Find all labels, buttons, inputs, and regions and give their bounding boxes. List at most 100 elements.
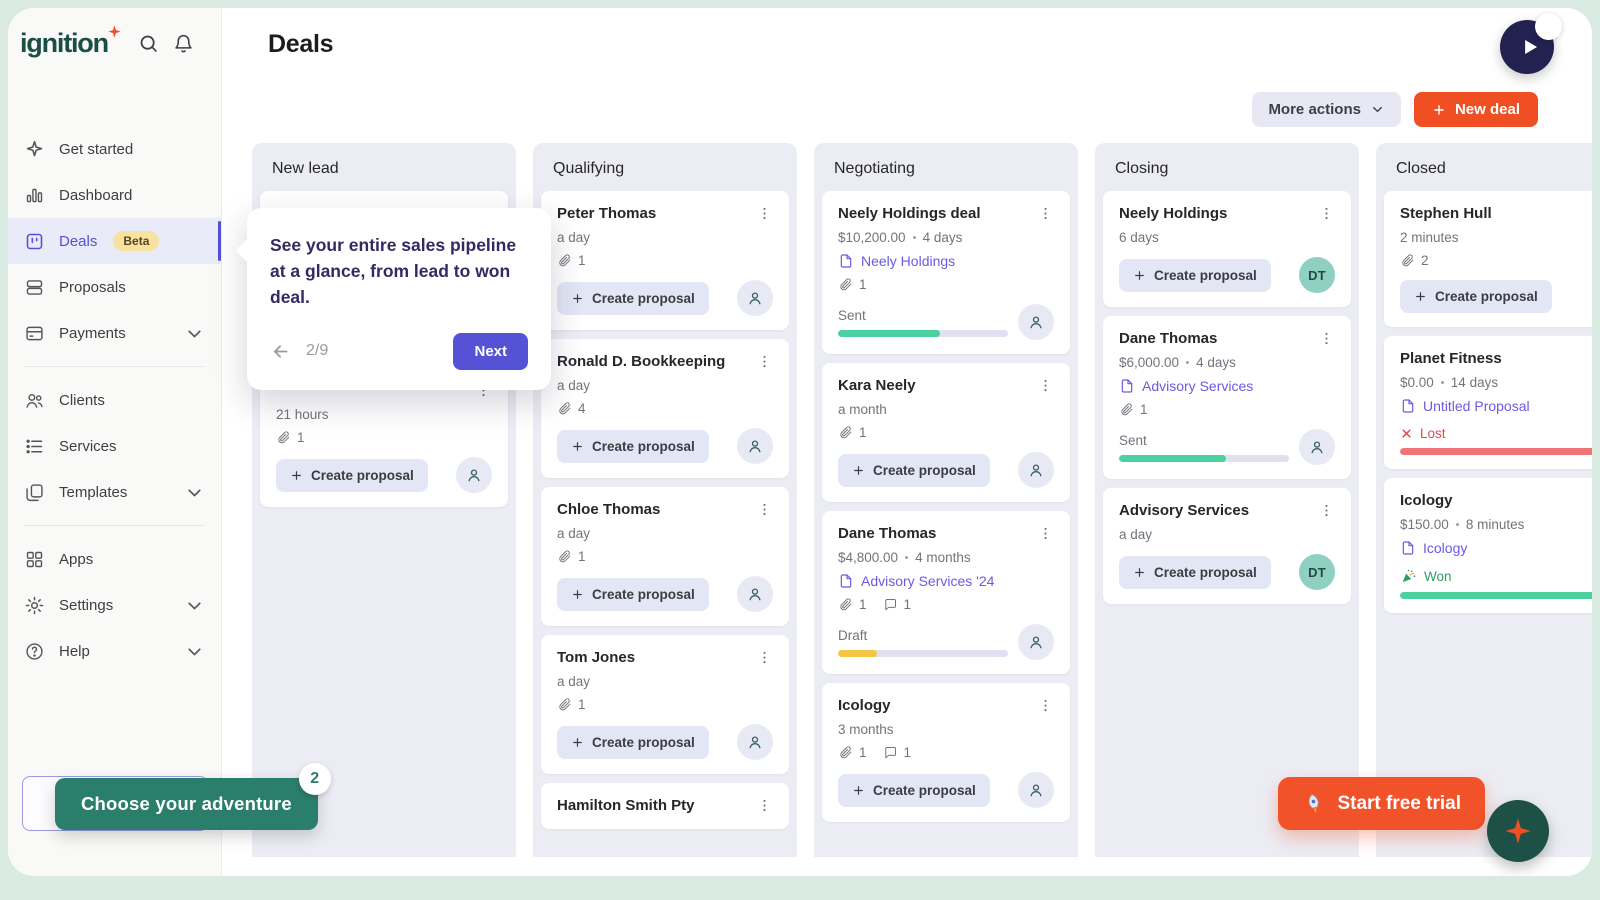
video-close-button[interactable] (1535, 13, 1562, 40)
proposal-link[interactable]: Untitled Proposal (1400, 398, 1592, 414)
more-actions-button[interactable]: More actions (1252, 92, 1401, 127)
meta-dot (905, 556, 909, 559)
create-proposal-button[interactable]: Create proposal (838, 773, 990, 807)
plus-icon (852, 784, 865, 797)
assignee-avatar[interactable]: DT (1299, 257, 1335, 293)
back-arrow-icon[interactable] (270, 341, 291, 362)
sidebar-item-payments[interactable]: Payments (8, 310, 221, 356)
deal-card[interactable]: Peter Thomas a day 1 Create proposal (541, 191, 789, 330)
new-deal-button[interactable]: New deal (1413, 92, 1538, 127)
proposal-link[interactable]: Neely Holdings (838, 253, 1054, 269)
card-menu-button[interactable] (1037, 697, 1054, 714)
sidebar-item-deals[interactable]: Deals Beta (8, 218, 221, 264)
card-menu-button[interactable] (1037, 205, 1054, 222)
assignee-avatar[interactable]: DT (1299, 554, 1335, 590)
progress-fill (1400, 448, 1592, 455)
assignee-button[interactable] (1299, 429, 1335, 465)
create-proposal-button[interactable]: Create proposal (1400, 280, 1552, 313)
sidebar-item-label: Get started (59, 140, 134, 158)
sidebar-item-apps[interactable]: Apps (8, 536, 221, 582)
more-actions-label: More actions (1268, 101, 1361, 118)
tooltip-next-button[interactable]: Next (453, 332, 528, 370)
kanban-column-closing: Closing Neely Holdings 6 days Create propos… (1095, 143, 1359, 857)
sidebar-item-get-started[interactable]: Get started (8, 126, 221, 172)
video-walkthrough-button[interactable] (1500, 13, 1562, 74)
assignee-button[interactable] (1018, 304, 1054, 340)
create-proposal-button[interactable]: Create proposal (557, 429, 709, 463)
deal-card[interactable]: Hamilton Smith Pty (541, 783, 789, 829)
create-proposal-button[interactable]: Create proposal (557, 281, 709, 315)
deal-amount: $0.00 (1400, 375, 1434, 390)
deal-card-footer: Lost (1400, 426, 1592, 455)
deal-card[interactable]: Icology $150.00 8 minutes Icology Won (1384, 478, 1592, 613)
start-free-trial-button[interactable]: Start free trial (1278, 777, 1485, 830)
card-menu-button[interactable] (1318, 502, 1335, 519)
deal-amount: $10,200.00 (838, 230, 906, 245)
paperclip-icon (276, 430, 291, 445)
sidebar-item-services[interactable]: Services (8, 423, 221, 469)
assignee-button[interactable] (1018, 624, 1054, 660)
deal-title: Kara Neely (838, 377, 916, 394)
card-menu-button[interactable] (1037, 525, 1054, 542)
sidebar-item-help[interactable]: Help (8, 628, 221, 674)
comment-icon (883, 745, 898, 760)
sidebar-item-clients[interactable]: Clients (8, 377, 221, 423)
choose-adventure-button[interactable]: Choose your adventure 2 (55, 763, 331, 830)
create-proposal-button[interactable]: Create proposal (1119, 258, 1271, 292)
assignee-button[interactable] (737, 280, 773, 316)
deal-card[interactable]: Neely Holdings 6 days Create proposal DT (1103, 191, 1351, 307)
deal-card[interactable]: Planet Fitness $0.00 14 days Untitled Propo… (1384, 336, 1592, 469)
deal-card[interactable]: Kara Neely a month 1 Create proposal (822, 363, 1070, 502)
create-proposal-button[interactable]: Create proposal (276, 458, 428, 492)
notifications-bell-icon[interactable] (173, 33, 194, 54)
proposal-link-label: Untitled Proposal (1423, 398, 1530, 414)
sidebar-item-dashboard[interactable]: Dashboard (8, 172, 221, 218)
deal-card[interactable]: Advisory Services a day Create proposal DT (1103, 488, 1351, 604)
create-proposal-button[interactable]: Create proposal (557, 577, 709, 611)
deal-card[interactable]: Chloe Thomas a day 1 Create proposal (541, 487, 789, 626)
proposal-link[interactable]: Icology (1400, 540, 1592, 556)
proposal-link[interactable]: Advisory Services '24 (838, 573, 1054, 589)
deal-card[interactable]: Tom Jones a day 1 Create proposal (541, 635, 789, 774)
sidebar-item-settings[interactable]: Settings (8, 582, 221, 628)
deal-card[interactable]: 21 hours 1 Create proposal (260, 368, 508, 507)
card-menu-button[interactable] (1318, 330, 1335, 347)
deal-amount: $6,000.00 (1119, 355, 1180, 370)
assignee-button[interactable] (1018, 452, 1054, 488)
column-name: Closing (1115, 160, 1169, 177)
chevron-down-icon (184, 641, 205, 662)
search-icon[interactable] (138, 33, 159, 54)
assignee-button[interactable] (737, 724, 773, 760)
adventure-count-badge: 2 (298, 763, 331, 795)
deal-card[interactable]: Dane Thomas $6,000.00 4 days Advisory Servi… (1103, 316, 1351, 479)
deal-card[interactable]: Icology 3 months 1 1 Create proposal (822, 683, 1070, 822)
deal-card[interactable]: Stephen Hull 2 minutes 2 Create proposal (1384, 191, 1592, 327)
assignee-button[interactable] (456, 457, 492, 493)
create-proposal-button[interactable]: Create proposal (838, 453, 990, 487)
deal-card[interactable]: Ronald D. Bookkeeping a day 4 Create propos… (541, 339, 789, 478)
assignee-button[interactable] (737, 428, 773, 464)
apps-icon (24, 549, 45, 570)
card-menu-button[interactable] (756, 205, 773, 222)
assignee-button[interactable] (737, 576, 773, 612)
sidebar-item-proposals[interactable]: Proposals (8, 264, 221, 310)
card-menu-button[interactable] (756, 353, 773, 370)
card-menu-button[interactable] (756, 797, 773, 814)
card-menu-button[interactable] (1037, 377, 1054, 394)
deal-card[interactable]: Dane Thomas $4,800.00 4 months Advisory Ser… (822, 511, 1070, 674)
card-menu-button[interactable] (756, 501, 773, 518)
create-proposal-button[interactable]: Create proposal (557, 725, 709, 759)
card-menu-button[interactable] (756, 649, 773, 666)
status-row: Sent (1119, 433, 1289, 448)
proposal-link[interactable]: Advisory Services (1119, 378, 1335, 394)
deal-card[interactable]: Neely Holdings deal $10,200.00 4 days Neely… (822, 191, 1070, 354)
card-menu-button[interactable] (1318, 205, 1335, 222)
assignee-button[interactable] (1018, 772, 1054, 808)
get-started-icon (24, 139, 45, 160)
deal-card-header: Hamilton Smith Pty (557, 797, 773, 815)
create-proposal-button[interactable]: Create proposal (1119, 555, 1271, 589)
assistant-fab-button[interactable] (1487, 800, 1549, 862)
deal-counts: 1 (557, 697, 773, 712)
sidebar-item-templates[interactable]: Templates (8, 469, 221, 515)
